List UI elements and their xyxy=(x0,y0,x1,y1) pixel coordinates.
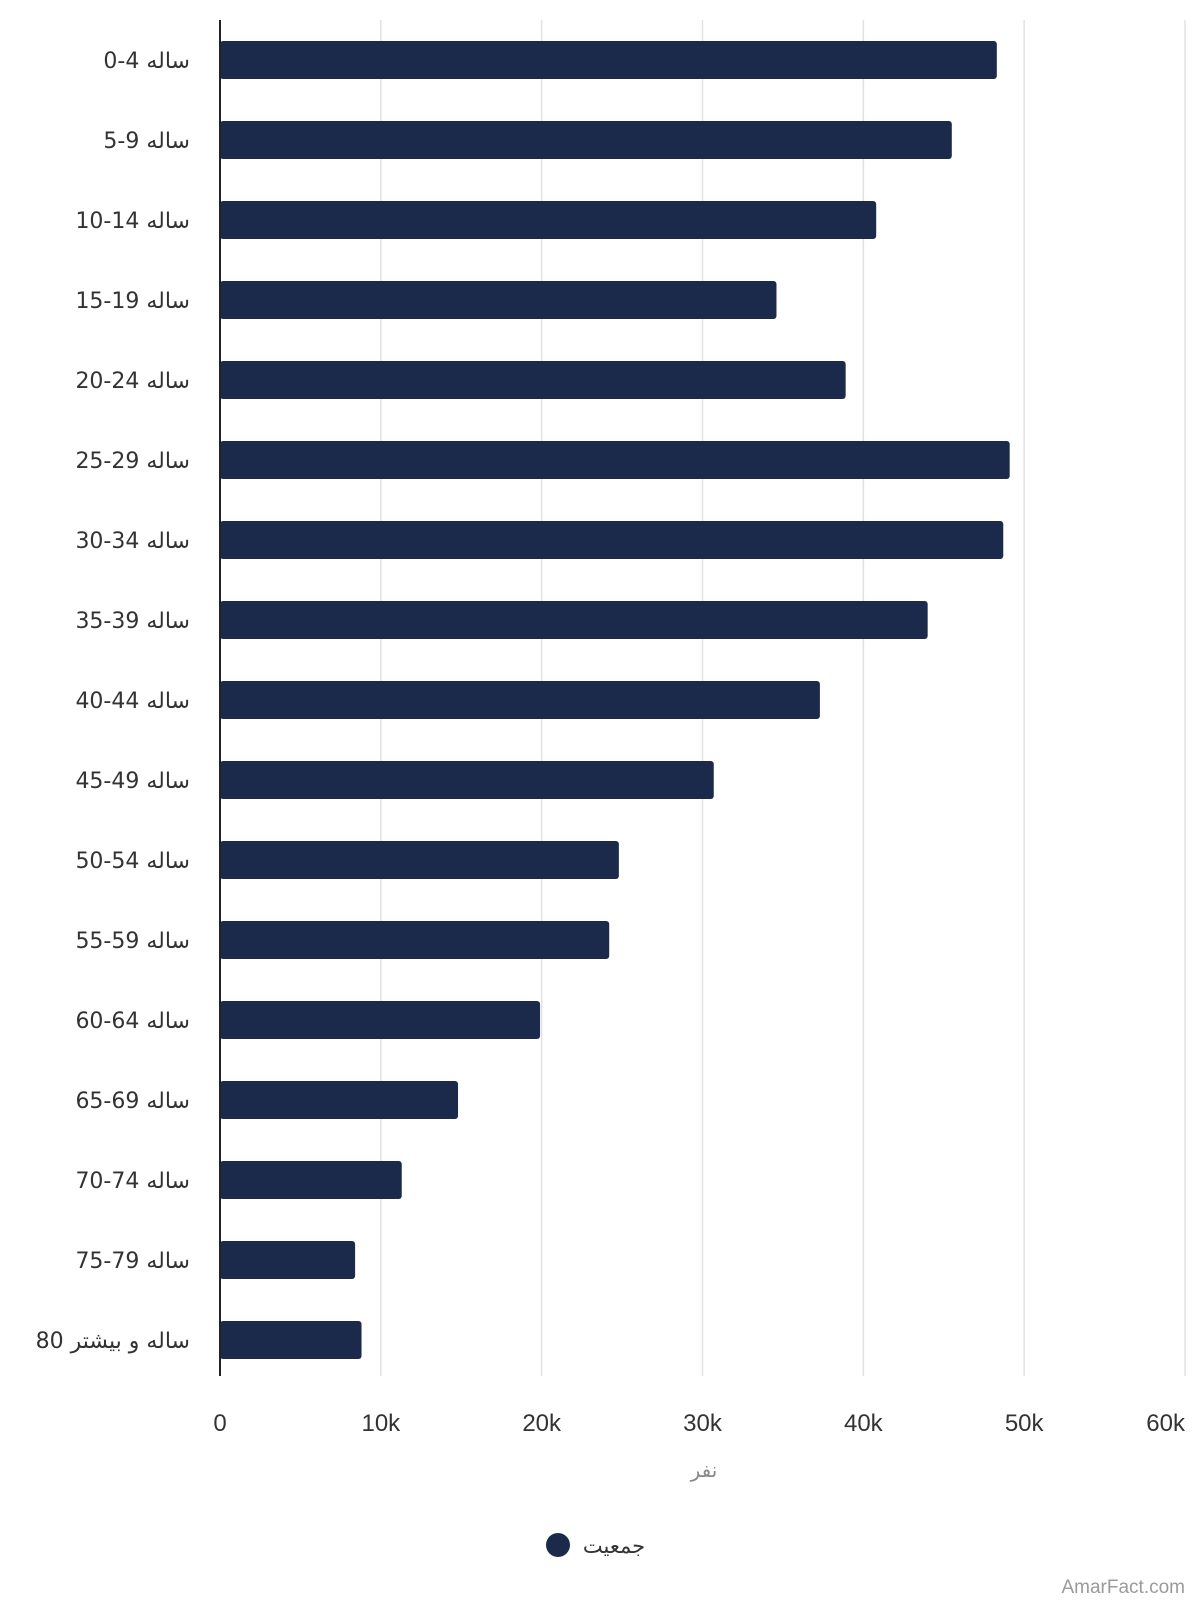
x-tick-label: 50k xyxy=(1005,1410,1045,1437)
category-label: 60-64 ساله xyxy=(75,1009,190,1034)
bar[interactable] xyxy=(220,1001,541,1039)
category-label: 50-54 ساله xyxy=(75,849,190,874)
x-tick-label: 60k xyxy=(1146,1410,1186,1437)
legend[interactable]: جمعیت xyxy=(546,1533,645,1558)
x-tick-label: 40k xyxy=(844,1410,884,1437)
watermark-text: AmarFact.com xyxy=(1061,1577,1185,1598)
category-label: 5-9 ساله xyxy=(103,129,190,154)
category-label: 55-59 ساله xyxy=(75,929,190,954)
category-label: 35-39 ساله xyxy=(75,609,190,634)
x-tick-label: 30k xyxy=(683,1410,723,1437)
x-tick-label: 10k xyxy=(361,1410,401,1437)
category-label: 45-49 ساله xyxy=(75,769,190,794)
bar[interactable] xyxy=(220,361,846,399)
bar[interactable] xyxy=(220,441,1010,479)
x-tick-label: 20k xyxy=(522,1410,562,1437)
bar[interactable] xyxy=(220,1081,459,1119)
category-label: 10-14 ساله xyxy=(75,209,190,234)
category-label: 25-29 ساله xyxy=(75,449,190,474)
bar[interactable] xyxy=(220,681,820,719)
bar[interactable] xyxy=(220,1161,402,1199)
category-label: 30-34 ساله xyxy=(75,529,190,554)
category-label: 80 ساله و بیشتر xyxy=(36,1329,190,1354)
bar[interactable] xyxy=(220,1241,356,1279)
legend-label: جمعیت xyxy=(583,1534,645,1558)
bar[interactable] xyxy=(220,1321,362,1359)
bar[interactable] xyxy=(220,761,714,799)
bar[interactable] xyxy=(220,281,777,319)
bar[interactable] xyxy=(220,121,952,159)
bar[interactable] xyxy=(220,601,928,639)
category-label: 75-79 ساله xyxy=(75,1249,190,1274)
bar[interactable] xyxy=(220,921,610,959)
category-label: 70-74 ساله xyxy=(75,1169,190,1194)
bar[interactable] xyxy=(220,521,1004,559)
x-tick-labels: 0 10k 20k 30k 40k 50k 60k xyxy=(213,1410,1186,1437)
bars xyxy=(220,41,1010,1359)
category-label: 40-44 ساله xyxy=(75,689,190,714)
category-label: 20-24 ساله xyxy=(75,369,190,394)
category-labels: 0-4 ساله 5-9 ساله 10-14 ساله 15-19 ساله 20-2… xyxy=(36,49,190,1354)
category-label: 65-69 ساله xyxy=(75,1089,190,1114)
bar[interactable] xyxy=(220,841,619,879)
x-tick-label: 0 xyxy=(213,1410,226,1437)
category-label: 0-4 ساله xyxy=(103,49,190,74)
x-axis-title: نفر xyxy=(690,1458,718,1482)
legend-marker xyxy=(546,1533,570,1557)
category-label: 15-19 ساله xyxy=(75,289,190,314)
bar[interactable] xyxy=(220,41,997,79)
bar[interactable] xyxy=(220,201,877,239)
